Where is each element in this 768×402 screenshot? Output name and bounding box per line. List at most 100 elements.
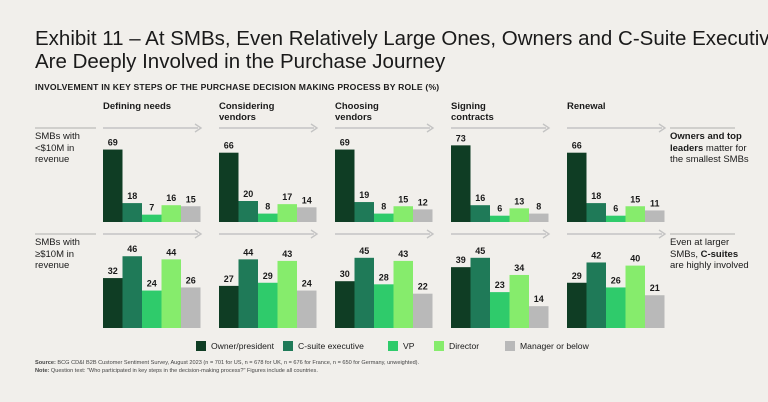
value-label: 30	[340, 269, 350, 279]
bar	[277, 260, 297, 328]
value-label: 16	[475, 193, 485, 203]
value-label: 43	[398, 249, 408, 259]
value-label: 15	[630, 194, 640, 204]
bar	[258, 282, 278, 328]
value-label: 26	[611, 275, 621, 285]
bar	[297, 290, 317, 328]
legend-label: C-suite executive	[298, 341, 364, 351]
bar	[586, 203, 606, 222]
bar	[567, 282, 587, 328]
annotation-part: Owners and top leaders	[670, 131, 742, 154]
arrow-head	[194, 229, 203, 239]
bar	[277, 204, 297, 222]
annotation: Owners and top leaders matter for the sm…	[670, 131, 750, 166]
value-label: 40	[630, 254, 640, 264]
value-label: 14	[302, 195, 312, 205]
arrow-head	[310, 123, 319, 133]
bar	[606, 287, 626, 328]
value-label: 8	[265, 202, 270, 212]
stage-label: Signing contracts	[451, 101, 494, 123]
bar	[374, 284, 394, 328]
value-label: 24	[147, 279, 157, 289]
value-label: 66	[572, 141, 582, 151]
row-label: SMBs with ≥$10M in revenue	[35, 237, 80, 271]
bar	[393, 260, 413, 328]
arrow-head	[542, 229, 551, 239]
bar	[238, 259, 258, 328]
value-label: 15	[398, 194, 408, 204]
value-label: 20	[243, 189, 253, 199]
note: Note: Question text: "Who participated i…	[35, 368, 318, 374]
value-label: 46	[127, 244, 137, 254]
value-label: 26	[186, 275, 196, 285]
legend-swatch	[505, 341, 515, 351]
value-label: 69	[340, 138, 350, 148]
legend-swatch	[388, 341, 398, 351]
bar	[509, 208, 529, 222]
value-label: 19	[359, 190, 369, 200]
bar	[451, 145, 471, 222]
bar	[413, 209, 433, 222]
title: Are Deeply Involved in the Purchase Jour…	[35, 50, 446, 73]
bar	[297, 207, 317, 222]
value-label: 8	[536, 202, 541, 212]
annotation-part: C-suites	[700, 248, 739, 260]
stage-label: Considering vendors	[219, 101, 275, 123]
value-label: 32	[108, 266, 118, 276]
source-label: Source:	[35, 360, 56, 366]
bar	[645, 295, 665, 328]
value-label: 39	[456, 255, 466, 265]
value-label: 18	[591, 191, 601, 201]
bar	[529, 213, 549, 222]
annotation-part: Even at larger SMBs,	[670, 237, 730, 260]
value-label: 29	[263, 271, 273, 281]
arrow-head	[310, 229, 319, 239]
bar	[374, 213, 394, 222]
bar	[586, 262, 606, 328]
legend-label: Owner/president	[211, 341, 275, 351]
bar	[161, 205, 181, 222]
value-label: 22	[418, 282, 428, 292]
value-label: 29	[572, 271, 582, 281]
value-label: 44	[166, 247, 176, 257]
value-label: 6	[613, 204, 618, 214]
value-label: 17	[282, 192, 292, 202]
bar	[258, 213, 278, 222]
value-label: 6	[497, 204, 502, 214]
bar	[625, 265, 645, 328]
legend-swatch	[283, 341, 293, 351]
note-text: Question text: "Who participated in key …	[50, 368, 318, 374]
value-label: 27	[224, 274, 234, 284]
row-label: SMBs with <$10M in revenue	[35, 131, 80, 165]
bar	[354, 202, 374, 222]
arrow-head	[658, 229, 667, 239]
value-label: 69	[108, 138, 118, 148]
title: Exhibit 11 – At SMBs, Even Relatively La…	[35, 27, 768, 50]
value-label: 13	[514, 196, 524, 206]
legend-label: Director	[449, 341, 480, 351]
note-label: Note:	[35, 368, 50, 374]
legend-label: VP	[403, 341, 415, 351]
stage-label: Renewal	[567, 101, 606, 112]
bar	[451, 267, 471, 328]
bar	[625, 206, 645, 222]
bar	[335, 149, 355, 222]
value-label: 28	[379, 272, 389, 282]
bar	[470, 205, 490, 222]
value-label: 23	[495, 280, 505, 290]
bar	[219, 285, 239, 328]
legend-label: Manager or below	[520, 341, 589, 351]
stage-label: Defining needs	[103, 101, 172, 112]
bar	[567, 152, 587, 222]
bar	[490, 215, 510, 222]
value-label: 45	[475, 246, 485, 256]
bar	[413, 293, 433, 328]
bar	[103, 278, 123, 328]
bar	[181, 206, 201, 222]
bar	[470, 257, 490, 328]
bar	[490, 292, 510, 328]
subtitle: INVOLVEMENT IN KEY STEPS OF THE PURCHASE…	[35, 82, 440, 92]
bar	[509, 274, 529, 328]
